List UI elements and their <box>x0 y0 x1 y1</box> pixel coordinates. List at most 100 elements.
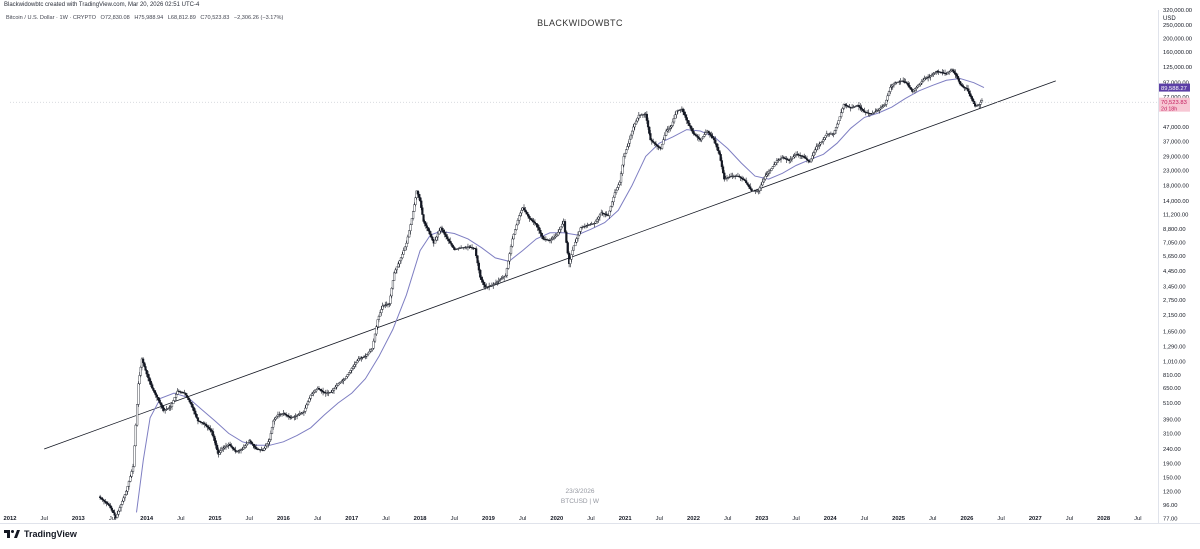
candle[interactable] <box>928 73 931 79</box>
candle[interactable] <box>712 136 716 144</box>
candle[interactable] <box>551 235 554 240</box>
candle[interactable] <box>102 499 106 505</box>
candle[interactable] <box>440 225 444 234</box>
candle[interactable] <box>118 505 121 513</box>
candle[interactable] <box>162 405 165 413</box>
candle[interactable] <box>200 422 204 426</box>
candle[interactable] <box>420 197 423 211</box>
candle[interactable] <box>230 443 233 448</box>
candle[interactable] <box>390 286 393 299</box>
candle[interactable] <box>157 397 160 402</box>
candle[interactable] <box>341 378 344 384</box>
candle[interactable] <box>267 438 270 448</box>
candle[interactable] <box>109 503 112 509</box>
candle[interactable] <box>493 283 496 286</box>
candle[interactable] <box>139 365 142 378</box>
candle[interactable] <box>131 463 135 474</box>
candle[interactable] <box>850 104 854 109</box>
candle[interactable] <box>476 255 479 266</box>
candle[interactable] <box>786 157 789 161</box>
candle[interactable] <box>158 397 161 405</box>
candle[interactable] <box>957 76 961 84</box>
candle[interactable] <box>231 446 234 451</box>
candle[interactable] <box>819 142 822 147</box>
candle[interactable] <box>859 103 862 111</box>
candle[interactable] <box>841 107 844 114</box>
candle[interactable] <box>803 153 806 159</box>
candle[interactable] <box>443 229 446 238</box>
candle[interactable] <box>410 218 414 225</box>
candle[interactable] <box>784 156 787 160</box>
candle[interactable] <box>202 421 205 426</box>
candle[interactable] <box>649 129 652 141</box>
candle[interactable] <box>749 183 752 190</box>
candle[interactable] <box>686 120 690 126</box>
candle[interactable] <box>882 104 885 108</box>
candle[interactable] <box>447 238 450 245</box>
candle[interactable] <box>600 209 603 216</box>
candle[interactable] <box>518 214 521 224</box>
candle[interactable] <box>585 224 588 229</box>
candle[interactable] <box>174 392 178 401</box>
candle[interactable] <box>425 222 429 232</box>
candle[interactable] <box>908 82 911 89</box>
candle[interactable] <box>121 499 124 506</box>
candle[interactable] <box>369 348 372 353</box>
candle[interactable] <box>306 399 310 406</box>
candle[interactable] <box>531 217 534 223</box>
candle[interactable] <box>414 196 417 207</box>
candle[interactable] <box>300 412 303 415</box>
candle[interactable] <box>623 152 627 159</box>
candle[interactable] <box>825 130 828 138</box>
candle[interactable] <box>974 101 977 108</box>
candle[interactable] <box>477 260 480 274</box>
candle[interactable] <box>628 135 631 147</box>
candle[interactable] <box>734 174 737 180</box>
candle[interactable] <box>812 150 815 159</box>
candle[interactable] <box>496 281 499 286</box>
candle[interactable] <box>689 125 692 131</box>
candle[interactable] <box>697 134 701 142</box>
candle[interactable] <box>450 241 453 247</box>
candle[interactable] <box>101 497 104 502</box>
candle[interactable] <box>105 501 108 507</box>
candle[interactable] <box>540 232 543 239</box>
candle[interactable] <box>747 184 750 189</box>
candle[interactable] <box>571 246 574 256</box>
candle[interactable] <box>863 107 866 113</box>
candle[interactable] <box>834 126 838 134</box>
candle[interactable] <box>792 154 795 159</box>
candle[interactable] <box>515 223 518 231</box>
candle[interactable] <box>287 413 290 420</box>
candle[interactable] <box>563 219 567 233</box>
candle[interactable] <box>309 394 312 401</box>
candle[interactable] <box>703 131 706 138</box>
candle[interactable] <box>653 142 656 146</box>
candle[interactable] <box>757 190 760 195</box>
candle[interactable] <box>294 413 297 420</box>
candle[interactable] <box>980 98 984 103</box>
candle[interactable] <box>632 123 635 135</box>
candle[interactable] <box>494 279 498 284</box>
candle[interactable] <box>352 364 355 371</box>
candle[interactable] <box>933 72 936 75</box>
candle[interactable] <box>146 370 150 382</box>
candle[interactable] <box>941 69 944 76</box>
candle[interactable] <box>250 441 254 445</box>
candle[interactable] <box>708 131 712 138</box>
candle[interactable] <box>514 229 517 235</box>
candle[interactable] <box>922 77 925 83</box>
candle[interactable] <box>572 245 575 251</box>
candle[interactable] <box>372 338 375 350</box>
candle[interactable] <box>723 170 726 182</box>
candle[interactable] <box>583 223 586 229</box>
candle[interactable] <box>845 102 848 109</box>
candle[interactable] <box>750 188 753 192</box>
candle[interactable] <box>245 440 248 448</box>
candle[interactable] <box>511 236 514 248</box>
candle[interactable] <box>327 390 330 397</box>
candle[interactable] <box>357 356 360 362</box>
candle[interactable] <box>532 217 535 225</box>
candle[interactable] <box>848 104 851 108</box>
candle[interactable] <box>321 387 325 396</box>
